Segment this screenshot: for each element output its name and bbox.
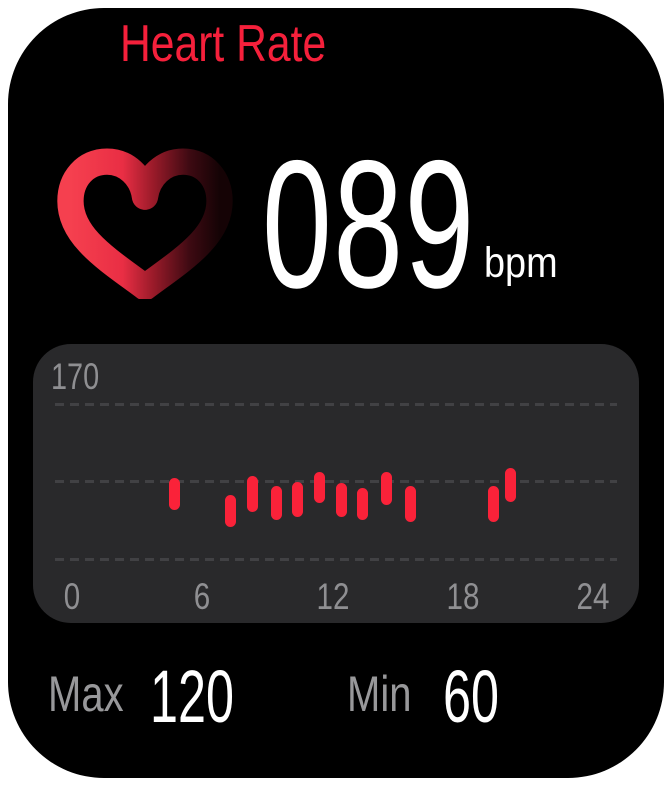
heart-rate-value: 089: [262, 133, 572, 315]
heart-rate-range-bar: [292, 481, 304, 518]
max-label: Max: [48, 666, 124, 722]
heart-rate-range-bar: [313, 472, 325, 504]
heart-rate-chart[interactable]: 170 0 6 12 18 24: [33, 344, 639, 623]
heart-rate-range-bar: [405, 486, 417, 522]
y-axis-max-label: 170: [51, 358, 113, 395]
chart-gridline: [55, 558, 617, 562]
x-axis-tick-label: 6: [194, 576, 211, 617]
heart-rate-range-bar: [487, 486, 499, 522]
heart-rate-range-bar: [357, 487, 369, 521]
chart-plot-area: 0 6 12 18 24: [33, 344, 639, 623]
min-value: 60: [443, 655, 499, 738]
chart-gridline: [55, 480, 617, 484]
heart-rate-unit-text: bpm: [484, 239, 558, 287]
heart-rate-range-bar: [246, 476, 258, 512]
heart-rate-value-text: 089: [262, 122, 476, 326]
heart-rate-unit: bpm: [484, 242, 568, 285]
x-axis-tick-label: 0: [63, 576, 81, 617]
heart-rate-range-bar: [168, 477, 180, 511]
min-label: Min: [347, 666, 412, 722]
heart-rate-range-bar: [505, 467, 517, 502]
watch-screen: Heart Rate 089 bpm 170 0 6 12 18 24 Max 120: [8, 8, 664, 778]
heart-icon: [57, 148, 233, 299]
heart-rate-range-bar: [381, 472, 393, 505]
page-title: Heart Rate: [120, 18, 371, 70]
x-axis-tick-label: 24: [576, 576, 610, 617]
max-value: 120: [150, 655, 234, 738]
x-axis-tick-label: 18: [446, 576, 480, 617]
heart-rate-range-bar: [224, 494, 236, 528]
chart-gridline: [55, 402, 617, 406]
x-axis-tick-label: 12: [316, 576, 349, 617]
heart-outline-path: [57, 148, 233, 299]
y-axis-max-label-text: 170: [51, 356, 100, 397]
page-title-text: Heart Rate: [120, 15, 327, 73]
heart-rate-range-bar: [270, 486, 282, 521]
heart-rate-range-bar: [335, 483, 347, 518]
